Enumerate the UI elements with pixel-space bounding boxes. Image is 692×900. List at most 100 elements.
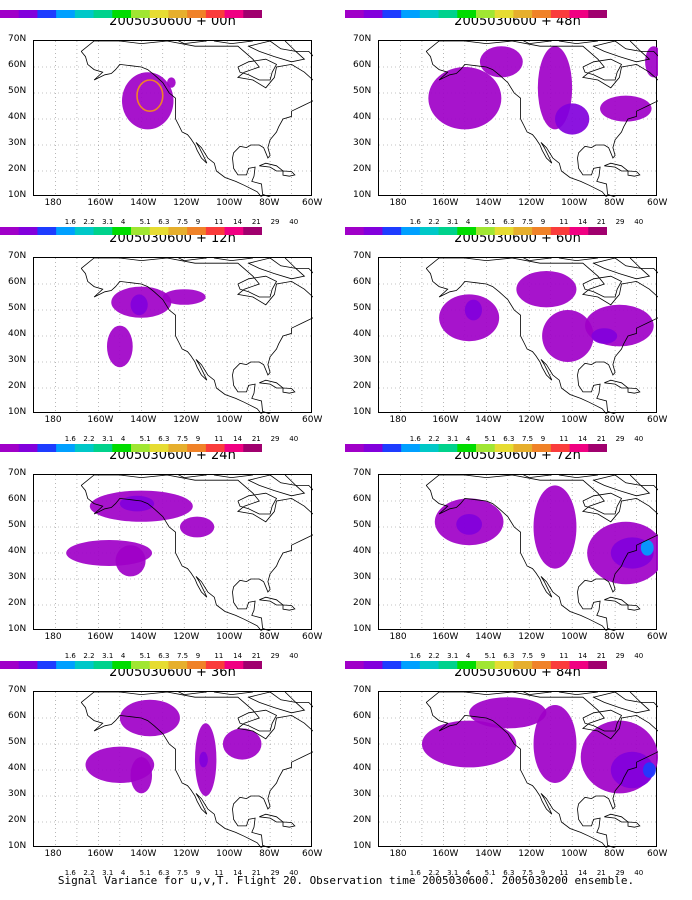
colorbar-segment xyxy=(513,10,533,18)
lon-tick-label: 180 xyxy=(44,198,62,208)
colorbar-segment xyxy=(224,10,244,18)
lat-tick-label: 30N xyxy=(353,789,372,799)
colorbar-label: 5.1 xyxy=(484,435,496,443)
coastline xyxy=(592,258,651,280)
map-svg xyxy=(379,41,658,197)
lat-tick-label: 60N xyxy=(353,277,372,287)
coastline xyxy=(213,41,253,45)
map-svg xyxy=(34,258,313,414)
colorbar-label: 7.5 xyxy=(522,218,534,226)
colorbar-segment xyxy=(513,661,533,669)
coastline xyxy=(425,475,658,631)
colorbar-label: 6.3 xyxy=(158,869,170,877)
map-svg xyxy=(34,692,313,848)
lon-tick-label: 160W xyxy=(432,849,459,859)
colorbar-segment xyxy=(532,227,552,235)
colorbar-segment xyxy=(168,444,188,452)
lat-tick-label: 40N xyxy=(353,112,372,122)
colorbar-label: 5.1 xyxy=(139,218,151,226)
forecast-panel: 2005030600 + 60h 70N 60N 50N 40N 30N 20N 10N 180… xyxy=(345,227,690,443)
lon-tick-label: 180 xyxy=(389,632,407,642)
colorbar-segment xyxy=(187,661,207,669)
colorbar-label: 5.1 xyxy=(139,435,151,443)
colorbar-segment xyxy=(401,444,421,452)
lat-tick-label: 10N xyxy=(8,841,27,851)
lat-tick-label: 40N xyxy=(8,329,27,339)
coastline xyxy=(558,41,598,45)
colorbar-label: 3.1 xyxy=(447,218,459,226)
lon-tick-label: 100W xyxy=(561,415,588,425)
colorbar-label: 4 xyxy=(465,435,471,443)
coastline xyxy=(627,170,641,177)
coastline xyxy=(425,41,658,197)
colorbar-label: 9 xyxy=(540,218,546,226)
lon-tick-label: 120W xyxy=(173,198,200,208)
lon-tick-label: 80W xyxy=(604,632,625,642)
colorbar-label: 29 xyxy=(270,435,280,443)
colorbar-label: 11 xyxy=(214,218,224,226)
colorbar-segment xyxy=(513,444,533,452)
colorbar-segment xyxy=(476,227,496,235)
colorbar-label: 3.1 xyxy=(102,435,114,443)
colorbar-segment xyxy=(168,227,188,235)
map-plot-area xyxy=(33,257,313,414)
colorbar-segment xyxy=(476,661,496,669)
colorbar-segment xyxy=(131,444,151,452)
lat-tick-label: 20N xyxy=(353,815,372,825)
colorbar-label: 40 xyxy=(289,218,299,226)
colorbar xyxy=(0,227,262,235)
colorbar-segment xyxy=(457,444,477,452)
colorbar-segment xyxy=(419,661,440,669)
colorbar-label: 6.3 xyxy=(503,869,515,877)
coastline xyxy=(282,387,296,394)
colorbar-label: 2.2 xyxy=(428,652,440,660)
colorbar-segment xyxy=(438,10,458,18)
colorbar-label: 6.3 xyxy=(158,652,170,660)
colorbar xyxy=(0,661,262,669)
forecast-panel: 2005030600 + 84h 70N 60N 50N 40N 30N 20N 10N 180… xyxy=(345,661,690,877)
coastline xyxy=(627,604,641,611)
lat-tick-label: 40N xyxy=(353,329,372,339)
variance-region xyxy=(130,757,153,794)
variance-region xyxy=(199,751,208,768)
colorbar-segment xyxy=(224,227,244,235)
coastline xyxy=(592,475,651,497)
colorbar-label: 14 xyxy=(578,652,588,660)
colorbar-segment xyxy=(37,10,57,18)
coastline xyxy=(259,596,285,606)
colorbar-label: 9 xyxy=(195,652,201,660)
coastline xyxy=(425,702,608,848)
colorbar-label: 40 xyxy=(289,652,299,660)
lon-tick-label: 140W xyxy=(475,415,502,425)
coastline xyxy=(425,485,608,631)
lat-tick-label: 10N xyxy=(353,841,372,851)
colorbar-label: 40 xyxy=(634,218,644,226)
coastline xyxy=(582,492,623,515)
colorbar-segment xyxy=(382,661,402,669)
colorbar-segment xyxy=(37,227,57,235)
colorbar-segment xyxy=(112,227,132,235)
coastline xyxy=(80,475,313,631)
lat-tick-label: 70N xyxy=(353,251,372,261)
colorbar-label: 29 xyxy=(615,652,625,660)
variance-region xyxy=(428,67,502,130)
coastline xyxy=(80,41,313,197)
variance-region xyxy=(542,310,594,362)
coastline xyxy=(247,692,306,714)
lon-tick-label: 60W xyxy=(302,198,323,208)
colorbar-segment xyxy=(205,661,226,669)
colorbar-label: 3.1 xyxy=(102,869,114,877)
colorbar-label: 21 xyxy=(251,652,261,660)
colorbar-segment xyxy=(18,227,38,235)
coastline xyxy=(80,51,263,197)
colorbar-segment xyxy=(243,10,262,18)
colorbar-segment xyxy=(457,10,477,18)
colorbar-label: 5.1 xyxy=(139,869,151,877)
colorbar-segment xyxy=(363,661,383,669)
lat-tick-label: 30N xyxy=(353,572,372,582)
coastline xyxy=(80,268,263,414)
variance-region xyxy=(645,46,658,78)
coastline xyxy=(80,258,313,414)
lon-tick-label: 120W xyxy=(518,632,545,642)
colorbar-segment xyxy=(588,227,607,235)
